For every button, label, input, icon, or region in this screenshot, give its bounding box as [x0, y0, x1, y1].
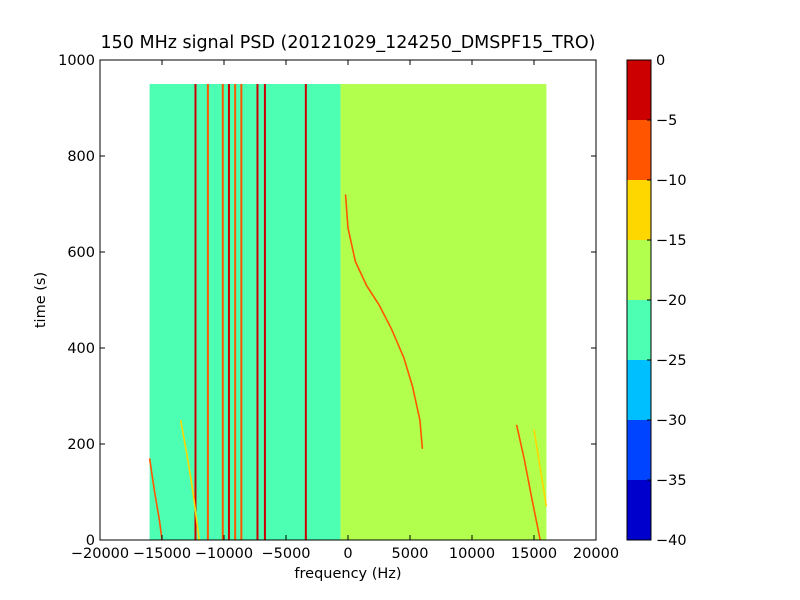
- x-tick-label: 10000: [449, 546, 495, 562]
- colorbar-tick-label: 0: [656, 53, 665, 69]
- y-tick-label: 1000: [58, 53, 95, 69]
- colorbar-level: [627, 180, 651, 240]
- colorbar-tick-label: −10: [656, 173, 687, 189]
- colorbar-tick-label: −25: [656, 353, 687, 369]
- x-tick-label: −5000: [261, 546, 310, 562]
- y-tick-label: 200: [67, 437, 95, 453]
- x-tick-label: 5000: [392, 546, 429, 562]
- colorbar-tick-label: −30: [656, 413, 687, 429]
- x-tick-label: 20000: [573, 546, 619, 562]
- x-tick-label: −15000: [133, 546, 191, 562]
- x-tick-label: −10000: [195, 546, 253, 562]
- x-axis-label: frequency (Hz): [294, 566, 401, 582]
- colorbar-level: [627, 480, 651, 540]
- colorbar-tick-label: −40: [656, 533, 687, 549]
- colorbar-tick-label: −35: [656, 473, 687, 489]
- y-tick-label: 800: [67, 149, 95, 165]
- x-tick-label: −20000: [71, 546, 129, 562]
- y-tick-label: 0: [86, 533, 95, 549]
- colorbar-tick-label: −15: [656, 233, 687, 249]
- x-axis: −20000 −15000 −10000 −5000 0 5000 10000 15000 20…: [71, 60, 619, 562]
- colorbar-level: [627, 60, 651, 120]
- colorbar-level: [627, 240, 651, 300]
- y-tick-label: 600: [67, 245, 95, 261]
- doppler-trace: [533, 429, 548, 507]
- y-axis-label: time (s): [33, 272, 49, 328]
- y-tick-label: 400: [67, 341, 95, 357]
- doppler-trace: [344, 194, 424, 449]
- plot-area: [99, 59, 597, 541]
- colorbar-level: [627, 360, 651, 420]
- colorbar-level: [627, 300, 651, 360]
- colorbar-tick-label: −5: [656, 113, 677, 129]
- colorbar-tick-label: −20: [656, 293, 687, 309]
- psd-background-region: [340, 84, 547, 540]
- x-tick-label: 15000: [511, 546, 557, 562]
- colorbar: 0 −5 −10 −15 −20 −25 −30 −35 −40: [626, 53, 687, 549]
- psd-background-region: [149, 84, 341, 540]
- y-axis: 0 200 400 600 800 1000: [58, 53, 596, 549]
- x-tick-label: 0: [343, 546, 352, 562]
- colorbar-level: [627, 420, 651, 480]
- colorbar-level: [627, 120, 651, 180]
- doppler-trace: [179, 419, 200, 541]
- doppler-trace: [515, 424, 541, 541]
- doppler-trace: [148, 458, 163, 541]
- chart-title: 150 MHz signal PSD (20121029_124250_DMSP…: [101, 33, 596, 53]
